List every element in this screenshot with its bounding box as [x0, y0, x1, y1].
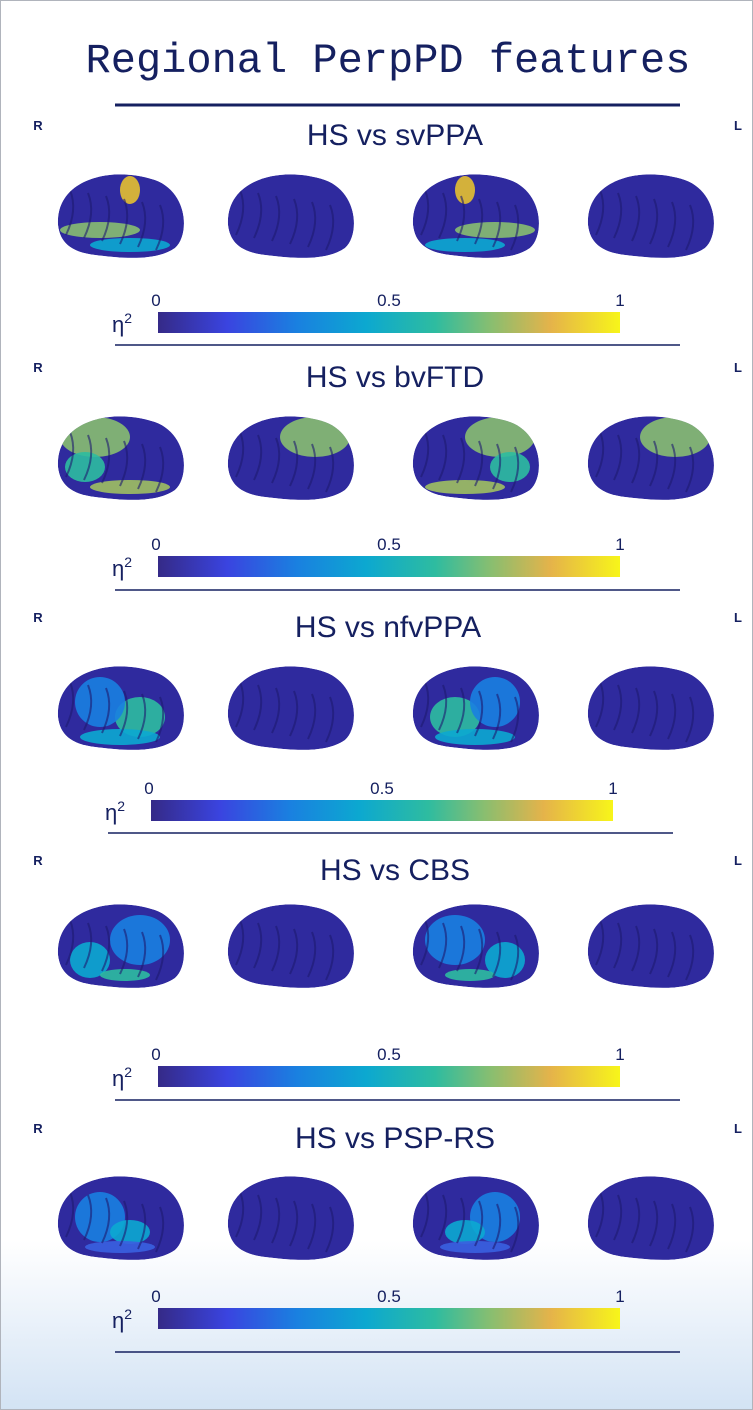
brain-surface — [588, 904, 714, 988]
colorbar-tick: 0 — [144, 779, 153, 798]
brain — [588, 666, 714, 750]
colorbar-symbol: η — [112, 1308, 124, 1333]
brain-surface — [588, 666, 714, 750]
colorbar-tick: 1 — [615, 291, 624, 310]
brain — [228, 666, 354, 750]
panel-heading: HS vs PSP-RS — [295, 1122, 495, 1155]
brain-region — [455, 176, 475, 204]
colorbar-tick: 0 — [151, 1045, 160, 1064]
colorbar-tick: 1 — [608, 779, 617, 798]
brain — [588, 1176, 714, 1260]
side-label: R — [33, 118, 43, 133]
colorbar-exponent: 2 — [124, 1306, 132, 1322]
colorbar-tick: 0.5 — [377, 1287, 401, 1306]
brain — [228, 174, 354, 258]
brain-surface — [228, 904, 354, 988]
colorbar-tick: 1 — [615, 1287, 624, 1306]
side-label: L — [734, 360, 742, 375]
side-label: R — [33, 1121, 43, 1136]
brain-region — [120, 176, 140, 204]
colorbar-symbol: η — [105, 800, 117, 825]
colorbar-tick: 0 — [151, 1287, 160, 1306]
brain — [413, 1176, 539, 1260]
panel-heading: HS vs CBS — [320, 854, 470, 887]
brain-region — [60, 222, 140, 238]
brain-region — [445, 1220, 485, 1244]
brain-region — [435, 729, 515, 745]
colorbar-tick: 0.5 — [377, 1045, 401, 1064]
brain-region — [490, 452, 530, 482]
colorbar-exponent: 2 — [124, 1064, 132, 1080]
side-label: L — [734, 1121, 742, 1136]
brain-region — [80, 729, 160, 745]
brain-region — [470, 677, 520, 727]
brain — [588, 904, 714, 988]
brain-region — [85, 1241, 155, 1253]
figure: Regional PerpPD features RLHS vs svPPAη2… — [0, 0, 753, 1410]
brain — [228, 416, 354, 500]
colorbar-tick: 1 — [615, 535, 624, 554]
brain — [58, 904, 184, 988]
figure-title: Regional PerpPD features — [86, 37, 691, 85]
colorbar-symbol: η — [112, 312, 124, 337]
brain-region — [440, 1241, 510, 1253]
colorbar — [158, 312, 620, 333]
brain — [413, 904, 539, 988]
side-label: R — [33, 853, 43, 868]
brain — [58, 666, 184, 750]
side-label: R — [33, 360, 43, 375]
colorbar-exponent: 2 — [124, 310, 132, 326]
brain — [58, 174, 184, 258]
brain — [228, 1176, 354, 1260]
brain — [58, 416, 184, 500]
side-label: R — [33, 610, 43, 625]
colorbar — [158, 1066, 620, 1087]
brain-region — [455, 222, 535, 238]
panel-heading: HS vs svPPA — [307, 119, 483, 152]
brain — [228, 904, 354, 988]
brain — [58, 1176, 184, 1260]
colorbar-symbol: η — [112, 556, 124, 581]
brain — [588, 416, 714, 500]
colorbar-tick: 0.5 — [377, 535, 401, 554]
brain-surface — [588, 174, 714, 258]
colorbar-tick: 0.5 — [370, 779, 394, 798]
colorbar — [158, 1308, 620, 1329]
brain-surface — [588, 1176, 714, 1260]
colorbar-symbol: η — [112, 1066, 124, 1091]
panel-heading: HS vs nfvPPA — [295, 611, 481, 644]
brain — [413, 666, 539, 750]
brain-surface — [228, 174, 354, 258]
brain — [413, 174, 539, 258]
brain-region — [425, 915, 485, 965]
side-label: L — [734, 610, 742, 625]
panel-heading: HS vs bvFTD — [306, 361, 484, 394]
side-label: L — [734, 118, 742, 133]
colorbar — [151, 800, 613, 821]
brain — [588, 174, 714, 258]
colorbar — [158, 556, 620, 577]
colorbar-exponent: 2 — [117, 798, 125, 814]
colorbar-tick: 1 — [615, 1045, 624, 1064]
brain-surface — [228, 666, 354, 750]
side-label: L — [734, 853, 742, 868]
colorbar-tick: 0.5 — [377, 291, 401, 310]
colorbar-tick: 0 — [151, 535, 160, 554]
brain — [413, 416, 539, 500]
brain-surface — [228, 1176, 354, 1260]
colorbar-exponent: 2 — [124, 554, 132, 570]
brain-region — [75, 677, 125, 727]
brain-region — [445, 969, 495, 981]
brain-region — [100, 969, 150, 981]
colorbar-tick: 0 — [151, 291, 160, 310]
